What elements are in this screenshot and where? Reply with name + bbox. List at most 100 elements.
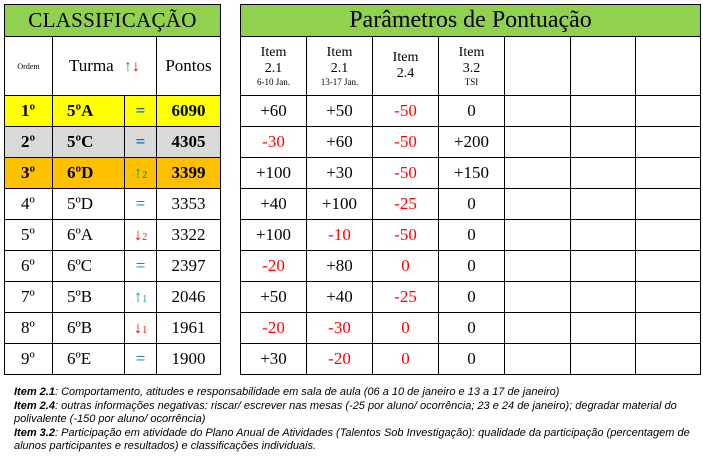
- value-cell: -30: [306, 312, 373, 344]
- trend-cell: =: [124, 95, 157, 127]
- empty-cell: [570, 95, 636, 127]
- value-cell: 0: [438, 188, 505, 220]
- rank-cell: 6º: [4, 250, 53, 282]
- trend-eq-icon: =: [135, 101, 146, 120]
- pontos-cell: 2046: [156, 281, 221, 313]
- value-cell: +200: [438, 126, 505, 158]
- trend-eq-icon: =: [135, 256, 146, 275]
- trend-eq-icon: =: [135, 132, 146, 151]
- item-header-label: Item: [326, 45, 353, 60]
- empty-header-cell: [504, 36, 571, 96]
- header-turma-label: Turma: [69, 56, 114, 75]
- parameters-row: +100 +30 -50 +150: [240, 157, 702, 189]
- value-cell: +100: [240, 219, 307, 251]
- note-label: Item 3.2: [14, 426, 55, 439]
- parameters-table: Parâmetros de Pontuação Item 2.1 6-10 Jan.…: [239, 4, 702, 375]
- value-cell: 0: [438, 312, 505, 344]
- item-header-sub: 13-17 Jan.: [320, 77, 359, 87]
- empty-cell: [570, 157, 636, 189]
- item-header: Item 3.2 TSI: [438, 36, 505, 96]
- header-turma: Turma ↑↓: [52, 36, 157, 96]
- parameters-title: Parâmetros de Pontuação: [239, 4, 702, 37]
- empty-cell: [504, 250, 571, 282]
- turma-cell: 5ºB: [52, 281, 125, 313]
- pontos-cell: 4305: [156, 126, 221, 158]
- empty-cell: [634, 312, 702, 344]
- empty-cell: [634, 188, 702, 220]
- empty-cell: [634, 126, 702, 158]
- value-cell: 0: [438, 95, 505, 127]
- value-cell: 0: [438, 219, 505, 251]
- value-cell: -20: [240, 312, 307, 344]
- classification-row: 4º 5ºD = 3353: [4, 188, 221, 220]
- classification-row: 7º 5ºB ↑1 2046: [4, 281, 221, 313]
- note-text: : Comportamento, atitudes e responsabili…: [54, 386, 560, 398]
- rank-cell: 1º: [4, 95, 53, 127]
- parameters-rows: +60 +50 -50 0 -30 +60 -50 +200 +100 +30 -50 +150 +40…: [240, 95, 702, 375]
- pontos-cell: 3322: [156, 219, 221, 251]
- value-cell: 0: [438, 343, 505, 375]
- note-text: : Participação em atividade do Plano Anu…: [14, 426, 690, 453]
- rank-cell: 8º: [4, 312, 53, 344]
- value-cell: +60: [240, 95, 307, 127]
- turma-cell: 6ºD: [52, 157, 125, 189]
- value-cell: -50: [372, 95, 439, 127]
- turma-cell: 5ºD: [52, 188, 125, 220]
- trend-cell: ↓1: [124, 312, 157, 344]
- value-cell: -50: [372, 126, 439, 158]
- turma-cell: 6ºA: [52, 219, 125, 251]
- empty-header-cell: [634, 36, 702, 96]
- value-cell: +50: [306, 95, 373, 127]
- trend-down-icon: ↓: [133, 318, 143, 337]
- classification-row: 3º 6ºD ↑2 3399: [4, 157, 221, 189]
- parameters-row: +60 +50 -50 0: [240, 95, 702, 127]
- note-line: Item 3.2: Participação em atividade do P…: [14, 427, 698, 454]
- turma-cell: 5ºC: [52, 126, 125, 158]
- parameters-row: +30 -20 0 0: [240, 343, 702, 375]
- pontos-cell: 3399: [156, 157, 221, 189]
- empty-cell: [570, 281, 636, 313]
- trend-arrows-icon: ↑↓: [123, 58, 140, 75]
- rank-cell: 9º: [4, 343, 53, 375]
- value-cell: -30: [240, 126, 307, 158]
- note-line: Item 2.4: outras informações negativas: …: [14, 400, 698, 427]
- parameters-row: +50 +40 -25 0: [240, 281, 702, 313]
- empty-cell: [634, 219, 702, 251]
- note-text: : outras informações negativas: riscar/ …: [14, 399, 677, 426]
- value-cell: +50: [240, 281, 307, 313]
- value-cell: +150: [438, 157, 505, 189]
- turma-cell: 6ºE: [52, 343, 125, 375]
- pontos-cell: 6090: [156, 95, 221, 127]
- classification-row: 9º 6ºE = 1900: [4, 343, 221, 375]
- classification-row: 6º 6ºC = 2397: [4, 250, 221, 282]
- classification-row: 2º 5ºC = 4305: [4, 126, 221, 158]
- empty-cell: [504, 95, 571, 127]
- note-label: Item 2.4: [14, 399, 55, 412]
- value-cell: +60: [306, 126, 373, 158]
- notes: Item 2.1: Comportamento, atitudes e resp…: [14, 386, 698, 454]
- note-line: Item 2.1: Comportamento, atitudes e resp…: [14, 386, 698, 400]
- value-cell: -25: [372, 188, 439, 220]
- classification-title: CLASSIFICAÇÃO: [4, 4, 221, 37]
- turma-cell: 6ºB: [52, 312, 125, 344]
- value-cell: +30: [240, 343, 307, 375]
- empty-cell: [634, 343, 702, 375]
- item-header-num: 2.4: [396, 66, 415, 81]
- value-cell: 0: [438, 250, 505, 282]
- pontos-cell: 1961: [156, 312, 221, 344]
- trend-sub: 2: [142, 170, 148, 181]
- empty-cell: [570, 312, 636, 344]
- rank-cell: 4º: [4, 188, 53, 220]
- empty-cell: [570, 219, 636, 251]
- item-header-num: 2.1: [330, 61, 349, 76]
- empty-cell: [570, 343, 636, 375]
- empty-cell: [504, 157, 571, 189]
- value-cell: -50: [372, 219, 439, 251]
- trend-cell: =: [124, 250, 157, 282]
- value-cell: 0: [438, 281, 505, 313]
- empty-cell: [504, 188, 571, 220]
- value-cell: +30: [306, 157, 373, 189]
- trend-cell: =: [124, 126, 157, 158]
- value-cell: 0: [372, 250, 439, 282]
- turma-cell: 6ºC: [52, 250, 125, 282]
